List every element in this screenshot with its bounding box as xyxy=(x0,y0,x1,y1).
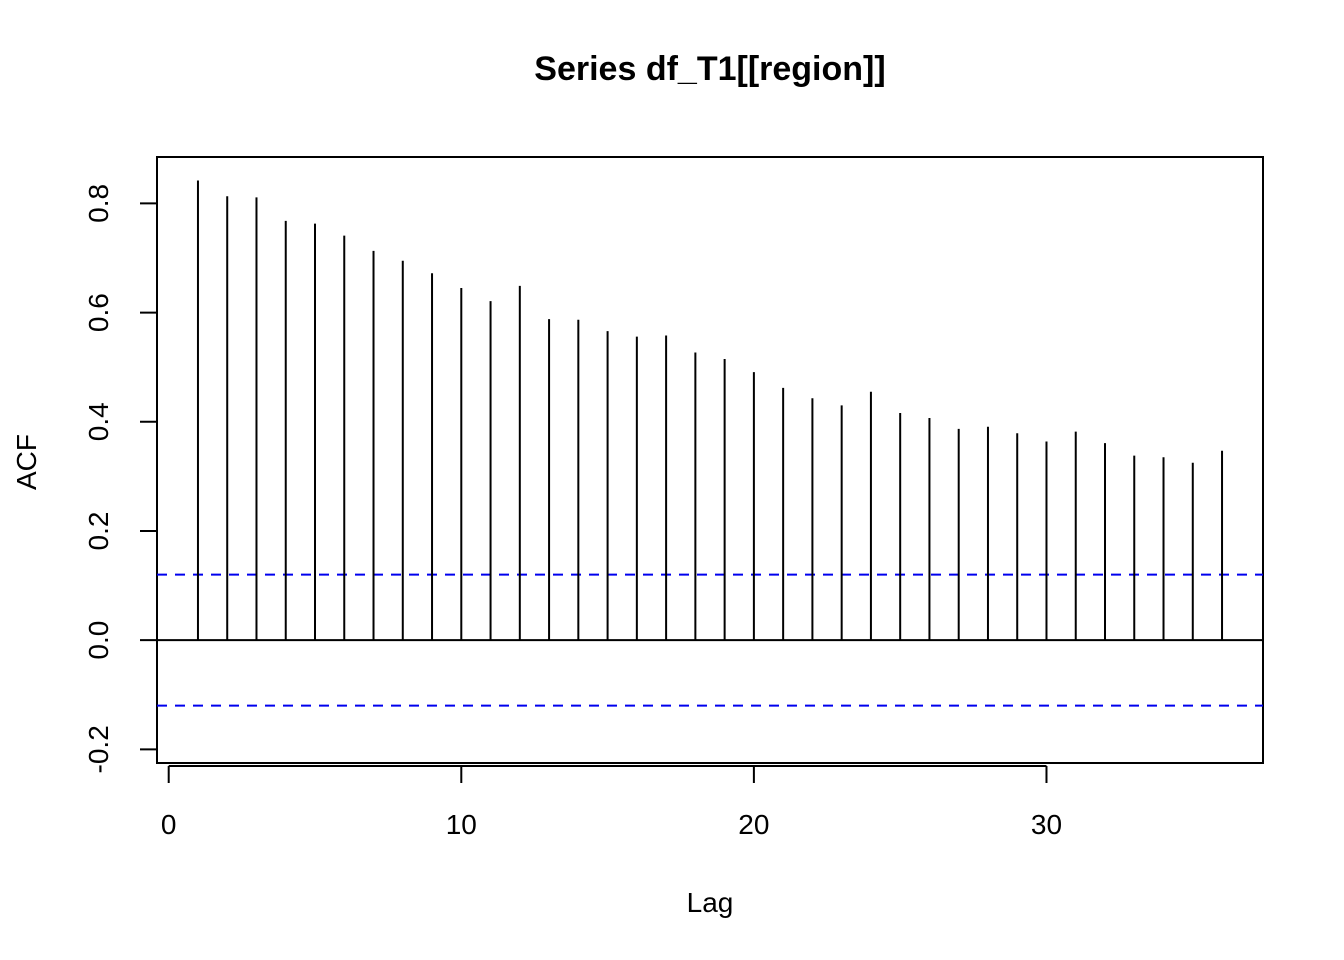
x-axis: 0 10 20 30 xyxy=(161,765,1062,840)
chart-title: Series df_T1[[region]] xyxy=(534,50,885,88)
y-tick-label: -0.2 xyxy=(83,725,114,773)
acf-marks xyxy=(157,180,1263,707)
x-tick-label: 20 xyxy=(738,809,769,840)
y-tick-label: 0.0 xyxy=(83,621,114,660)
y-tick-label: 0.2 xyxy=(83,512,114,551)
y-axis-label: ACF xyxy=(11,434,42,490)
y-tick-label: 0.6 xyxy=(83,293,114,332)
y-tick-label: 0.4 xyxy=(83,402,114,441)
x-tick-label: 0 xyxy=(161,809,177,840)
y-tick-label: 0.8 xyxy=(83,184,114,223)
x-tick-label: 30 xyxy=(1031,809,1062,840)
plot-frame xyxy=(156,156,1264,764)
x-axis-label: Lag xyxy=(687,887,734,918)
y-axis: -0.2 0.0 0.2 0.4 0.6 0.8 xyxy=(83,184,158,773)
x-tick-label: 10 xyxy=(446,809,477,840)
